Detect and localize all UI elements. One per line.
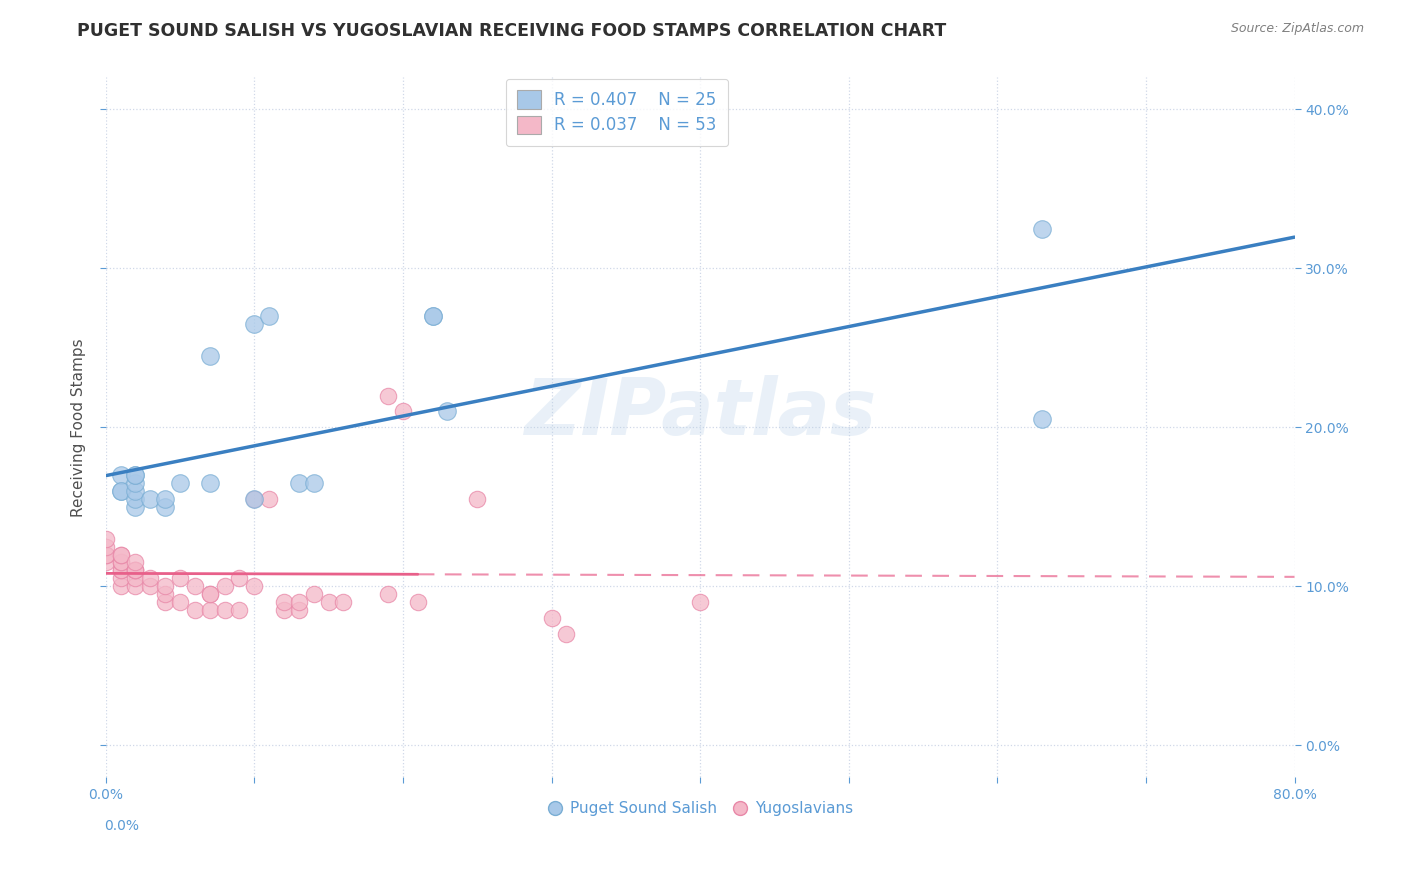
Point [540,611,562,625]
Point [153,595,176,609]
Point [257,491,280,506]
Point [214,603,236,617]
Point [198,349,221,363]
Point [273,595,295,609]
Point [110,556,132,570]
Point [318,595,340,609]
Point [94,548,117,562]
Point [288,603,311,617]
Point [169,571,191,585]
Point [332,595,354,609]
Point [110,548,132,562]
Point [243,317,266,331]
Text: PUGET SOUND SALISH VS YUGOSLAVIAN RECEIVING FOOD STAMPS CORRELATION CHART: PUGET SOUND SALISH VS YUGOSLAVIAN RECEIV… [77,22,946,40]
Point [184,579,207,593]
Point [198,587,221,601]
Point [228,571,250,585]
Text: Source: ZipAtlas.com: Source: ZipAtlas.com [1230,22,1364,36]
Point [124,556,146,570]
Point [124,579,146,593]
Point [273,603,295,617]
Point [153,587,176,601]
Point [406,595,429,609]
Point [257,309,280,323]
Point [110,483,132,498]
Point [169,595,191,609]
Point [377,388,399,402]
Point [124,564,146,578]
Point [124,468,146,483]
Point [184,603,207,617]
Point [302,475,325,490]
Point [392,404,415,418]
Point [243,491,266,506]
Point [110,556,132,570]
Point [153,491,176,506]
Point [139,579,162,593]
Point [94,532,117,546]
Point [124,483,146,498]
Point [124,571,146,585]
Point [243,579,266,593]
Point [110,548,132,562]
Legend: Puget Sound Salish, Yugoslavians: Puget Sound Salish, Yugoslavians [541,795,859,822]
Point [124,491,146,506]
Point [169,475,191,490]
Point [689,595,711,609]
Point [465,491,488,506]
Point [198,603,221,617]
Point [124,564,146,578]
Point [139,491,162,506]
Point [124,564,146,578]
Point [94,540,117,554]
Point [124,468,146,483]
Text: ZIPatlas: ZIPatlas [524,376,876,451]
Point [94,556,117,570]
Point [422,309,444,323]
Point [302,587,325,601]
Text: 0.0%: 0.0% [104,819,139,833]
Point [377,587,399,601]
Point [214,579,236,593]
Point [1031,221,1053,235]
Point [94,548,117,562]
Point [110,468,132,483]
Point [228,603,250,617]
Point [110,564,132,578]
Point [198,475,221,490]
Point [124,500,146,514]
Point [422,309,444,323]
Point [243,491,266,506]
Point [110,579,132,593]
Point [555,627,578,641]
Point [288,475,311,490]
Point [124,475,146,490]
Point [1031,412,1053,426]
Point [436,404,458,418]
Point [110,571,132,585]
Point [110,564,132,578]
Point [198,587,221,601]
Point [110,483,132,498]
Point [153,579,176,593]
Point [288,595,311,609]
Point [139,571,162,585]
Point [153,500,176,514]
Y-axis label: Receiving Food Stamps: Receiving Food Stamps [72,338,86,516]
